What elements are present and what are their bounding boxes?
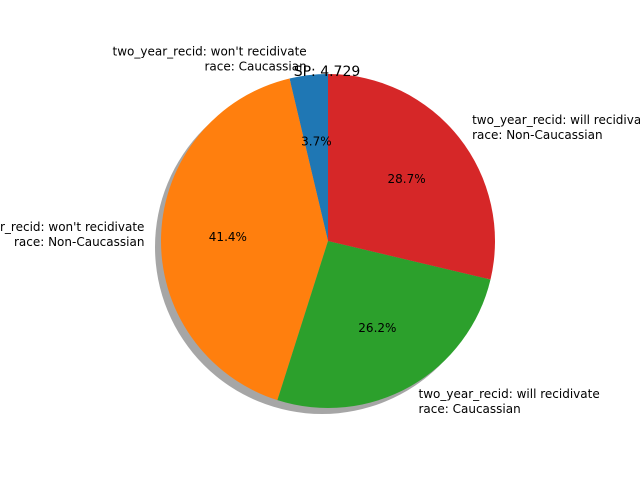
percent-labels: 3.7% 41.4% 26.2% 28.7% xyxy=(209,134,426,335)
slice-percent-label: 26.2% xyxy=(358,321,396,335)
pie-slices xyxy=(161,74,495,408)
slice-percent-label: 3.7% xyxy=(301,134,332,148)
slice-percent-label: 28.7% xyxy=(388,172,426,186)
slice-labels: two_year_recid: won't recidivate race: Ca… xyxy=(0,45,640,416)
slice-category-label: two_year_recid: won't recidivate race: Ca… xyxy=(113,45,307,74)
slice-category-label: two_year_recid: will recidivate race: Cau… xyxy=(419,387,600,416)
pie-slice-2 xyxy=(161,78,328,401)
slice-percent-label: 41.4% xyxy=(209,230,247,244)
chart-title: SP: 4.729 xyxy=(294,64,361,80)
pie-slice-3 xyxy=(277,241,491,408)
pie-slice-4 xyxy=(328,74,495,280)
pie-slice-1 xyxy=(289,74,328,241)
slice-category-label: two_year_recid: will recidivate race: Non… xyxy=(472,113,640,142)
